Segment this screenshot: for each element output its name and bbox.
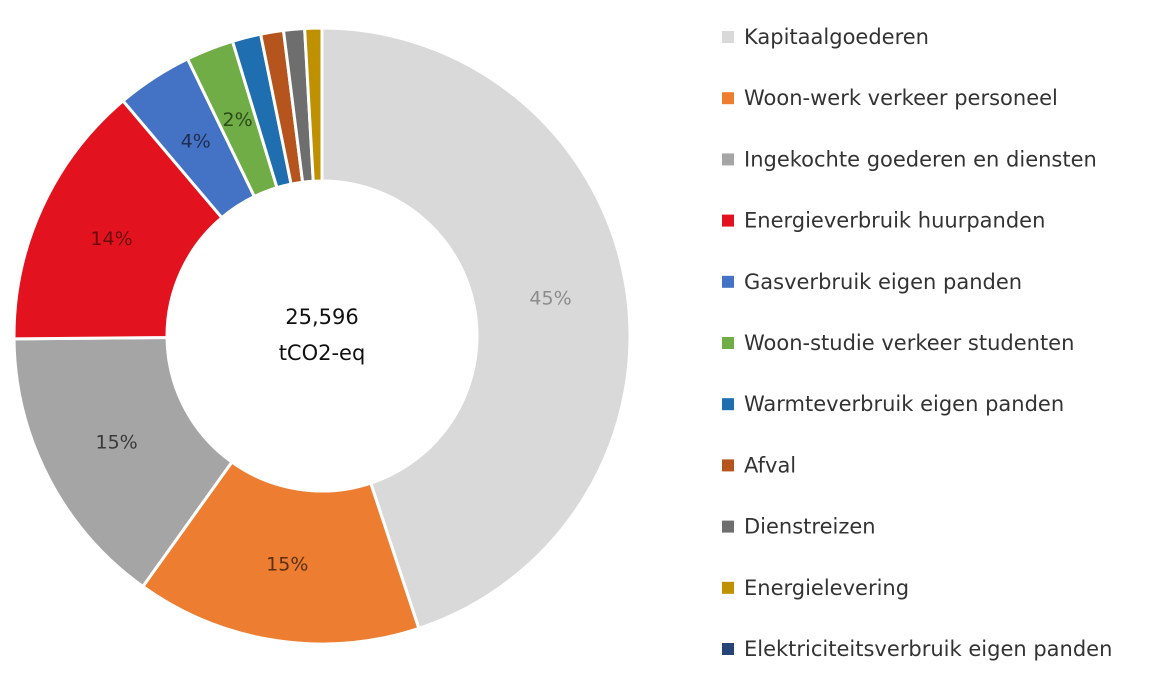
legend-swatch-3 bbox=[722, 214, 734, 227]
legend-swatch-7 bbox=[722, 459, 734, 472]
legend-swatch-10 bbox=[722, 643, 734, 655]
legend-label-3: Energieverbruik huurpanden bbox=[744, 209, 1045, 233]
slice-label-0: 45% bbox=[529, 288, 571, 310]
legend-swatch-0 bbox=[722, 31, 734, 43]
legend-entry-9: Energielevering bbox=[722, 576, 909, 600]
legend-entry-2: Ingekochte goederen en diensten bbox=[722, 147, 1097, 171]
legend-label-5: Woon-studie verkeer studenten bbox=[744, 331, 1074, 355]
slice-3 bbox=[12, 98, 224, 341]
slice-2 bbox=[12, 335, 234, 589]
legend-label-4: Gasverbruik eigen panden bbox=[744, 270, 1022, 294]
legend-swatch-4 bbox=[722, 275, 734, 288]
legend-entry-5: Woon-studie verkeer studenten bbox=[722, 331, 1074, 355]
donut-slices bbox=[12, 26, 632, 646]
center-label-value: 25,596 bbox=[285, 305, 358, 329]
legend-label-2: Ingekochte goederen en diensten bbox=[744, 147, 1097, 171]
legend-entry-8: Dienstreizen bbox=[722, 515, 876, 539]
legend-swatch-8 bbox=[722, 520, 734, 533]
slice-labels: 45% 15% 15% 14% 4% 2% bbox=[90, 109, 571, 575]
slice-label-4: 4% bbox=[181, 130, 211, 152]
slice-label-1: 15% bbox=[266, 553, 308, 575]
legend-swatch-6 bbox=[722, 398, 734, 411]
legend-entry-10: Elektriciteitsverbruik eigen panden bbox=[722, 637, 1112, 661]
legend-entry-4: Gasverbruik eigen panden bbox=[722, 270, 1022, 294]
center-label-unit: tCO2-eq bbox=[279, 341, 366, 365]
legend-swatch-2 bbox=[722, 153, 734, 166]
legend-swatch-9 bbox=[722, 581, 734, 594]
legend-label-7: Afval bbox=[744, 453, 796, 477]
legend-entry-6: Warmteverbruik eigen panden bbox=[722, 392, 1064, 416]
legend-swatch-5 bbox=[722, 337, 734, 349]
slice-0 bbox=[320, 26, 632, 631]
legend-entry-1: Woon-werk verkeer personeel bbox=[722, 86, 1058, 110]
legend-entry-0: Kapitaalgoederen bbox=[722, 25, 929, 49]
legend-entry-7: Afval bbox=[722, 453, 796, 477]
legend-label-8: Dienstreizen bbox=[744, 515, 876, 539]
slice-label-2: 15% bbox=[96, 431, 138, 453]
slice-9 bbox=[303, 26, 324, 183]
slice-label-5: 2% bbox=[223, 109, 253, 131]
legend: Kapitaalgoederen Woon-werk verkeer person… bbox=[722, 25, 1112, 661]
slice-label-3: 14% bbox=[90, 228, 132, 250]
center-label: 25,596 tCO2-eq bbox=[279, 305, 366, 365]
slice-1 bbox=[140, 459, 421, 646]
legend-label-0: Kapitaalgoederen bbox=[744, 25, 929, 49]
legend-label-1: Woon-werk verkeer personeel bbox=[744, 86, 1058, 110]
legend-entry-3: Energieverbruik huurpanden bbox=[722, 209, 1045, 233]
legend-label-9: Energielevering bbox=[744, 576, 909, 600]
legend-label-10: Elektriciteitsverbruik eigen panden bbox=[744, 637, 1112, 661]
legend-swatch-1 bbox=[722, 92, 734, 105]
legend-label-6: Warmteverbruik eigen panden bbox=[744, 392, 1064, 416]
